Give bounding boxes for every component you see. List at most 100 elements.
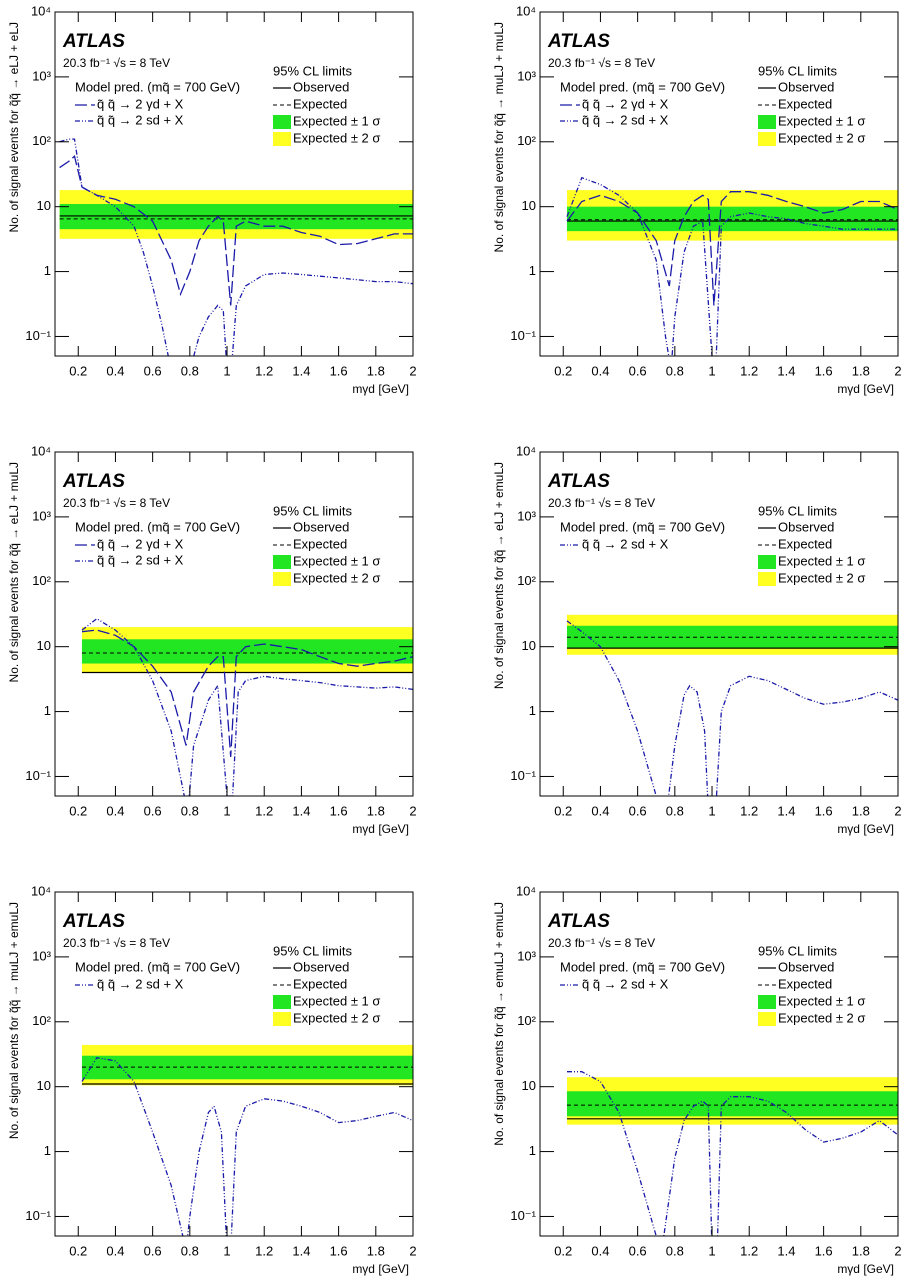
legend-label: Expected ± 1 σ: [778, 113, 865, 128]
legend-swatch: [273, 995, 291, 1009]
x-tick-label: 0.4: [591, 803, 609, 818]
y-tick-label: 10: [37, 1078, 51, 1093]
legend-swatch: [273, 1012, 291, 1026]
atlas-label: ATLAS: [62, 911, 125, 932]
y-tick-label: 10⁻¹: [510, 1208, 536, 1223]
x-tick-label: 1: [708, 803, 715, 818]
y-tick-label: 1: [44, 1143, 51, 1158]
series-line: [566, 191, 898, 306]
limit-band: [81, 639, 413, 664]
x-tick-label: 0.4: [591, 1243, 609, 1258]
legend-title: 95% CL limits: [273, 503, 352, 518]
legend-label: Expected: [778, 96, 832, 111]
lumi-label: 20.3 fb⁻¹ √s = 8 TeV: [548, 496, 655, 510]
y-tick-label: 10²: [32, 573, 51, 588]
plot-frame: [539, 891, 899, 1237]
legend-label: Expected: [293, 536, 347, 551]
legend-label: Expected: [778, 976, 832, 991]
legend-label: Expected ± 1 σ: [293, 993, 380, 1008]
limit-band: [59, 203, 413, 230]
atlas-label: ATLAS: [547, 911, 610, 932]
legend-label: Expected ± 2 σ: [778, 130, 865, 145]
legend-label: Observed: [293, 79, 349, 94]
y-tick-label: 1: [529, 1143, 536, 1158]
x-tick-label: 1.4: [292, 1243, 310, 1258]
y-axis-label: No. of signal events for q̃q̃ → eLJ + em…: [492, 462, 506, 689]
x-tick-label: 0.6: [144, 1243, 162, 1258]
legend-swatch: [273, 132, 291, 146]
x-tick-label: 0.8: [181, 1243, 199, 1258]
x-tick-label: 1.8: [367, 1243, 385, 1258]
y-tick-label: 10⁻¹: [510, 328, 536, 343]
x-axis-label: mγd [GeV]: [352, 1262, 409, 1276]
x-tick-label: 0.4: [106, 363, 124, 378]
x-tick-label: 1.4: [292, 363, 310, 378]
y-tick-label: 10³: [517, 508, 536, 523]
y-tick-label: 10: [522, 198, 536, 213]
legend-title: 95% CL limits: [273, 943, 352, 958]
x-tick-label: 1.2: [740, 803, 758, 818]
series-line: [567, 1071, 898, 1236]
x-tick-label: 0.2: [554, 363, 572, 378]
panel: 10⁻¹ 1 10 10² 10³ 10⁴ 0.2 0.4 0.6 0.8 1 1.2 1.4 1.6 1.…: [7, 3, 416, 396]
y-tick-label: 10⁴: [31, 443, 51, 458]
x-tick-label: 1.2: [740, 363, 758, 378]
x-axis-label: mγd [GeV]: [352, 822, 409, 836]
legend-label: q̃ q̃ → 2 γd + X: [97, 96, 184, 111]
legend-swatch: [273, 555, 291, 569]
legend-label: Expected ± 1 σ: [778, 993, 865, 1008]
x-tick-label: 2: [409, 1243, 416, 1258]
limit-band: [566, 1091, 898, 1117]
legend-label: Observed: [778, 959, 834, 974]
y-tick-label: 10³: [517, 948, 536, 963]
y-tick-label: 10⁻¹: [25, 1208, 51, 1223]
x-tick-label: 0.6: [629, 1243, 647, 1258]
legend-title: 95% CL limits: [758, 943, 837, 958]
x-tick-label: 1: [223, 1243, 230, 1258]
x-tick-label: 0.4: [591, 363, 609, 378]
y-tick-label: 10: [37, 198, 51, 213]
legend-label: q̃ q̃ → 2 sd + X: [582, 112, 669, 127]
y-tick-label: 10: [37, 638, 51, 653]
legend-label: Observed: [293, 519, 349, 534]
x-tick-label: 1.8: [367, 363, 385, 378]
model-label: Model pred. (mq̃ = 700 GeV): [75, 959, 240, 974]
atlas-label: ATLAS: [62, 31, 125, 52]
x-tick-label: 1.6: [815, 1243, 833, 1258]
y-tick-label: 10: [522, 1078, 536, 1093]
series-line: [59, 154, 413, 306]
y-tick-label: 10⁻¹: [25, 328, 51, 343]
y-tick-label: 10⁴: [31, 3, 51, 18]
x-tick-label: 0.8: [666, 803, 684, 818]
x-tick-label: 0.4: [106, 1243, 124, 1258]
y-tick-label: 10³: [32, 68, 51, 83]
y-axis-label: No. of signal events for q̃q̃ → muLJ + e…: [7, 902, 21, 1139]
legend-label: Observed: [778, 519, 834, 534]
panel: 10⁻¹ 1 10 10² 10³ 10⁴ 0.2 0.4 0.6 0.8 1 1.2 1.4 1.6 1.…: [492, 443, 901, 836]
legend-label: Expected ± 1 σ: [778, 553, 865, 568]
x-tick-label: 1.6: [330, 1243, 348, 1258]
x-tick-label: 1.4: [777, 803, 795, 818]
y-axis-label: No. of signal events for q̃q̃ → emuLJ + …: [492, 902, 506, 1146]
x-tick-label: 0.6: [144, 803, 162, 818]
x-tick-label: 0.2: [69, 803, 87, 818]
x-axis-label: mγd [GeV]: [352, 382, 409, 396]
atlas-label: ATLAS: [547, 471, 610, 492]
model-label: Model pred. (mq̃ = 700 GeV): [75, 519, 240, 534]
x-tick-label: 1.6: [815, 803, 833, 818]
x-tick-label: 0.2: [554, 803, 572, 818]
legend-label: Expected: [778, 536, 832, 551]
legend-swatch: [758, 1012, 776, 1026]
x-tick-label: 0.8: [666, 1243, 684, 1258]
panel: 10⁻¹ 1 10 10² 10³ 10⁴ 0.2 0.4 0.6 0.8 1 1.2 1.4 1.6 1.…: [7, 883, 416, 1276]
x-tick-label: 1.8: [852, 363, 870, 378]
panel: 10⁻¹ 1 10 10² 10³ 10⁴ 0.2 0.4 0.6 0.8 1 1.2 1.4 1.6 1.…: [7, 443, 416, 836]
legend-label: Expected ± 2 σ: [293, 1010, 380, 1025]
y-tick-label: 10: [522, 638, 536, 653]
legend-label: q̃ q̃ → 2 sd + X: [97, 112, 184, 127]
plot-frame: [539, 451, 899, 797]
y-tick-label: 1: [44, 263, 51, 278]
panel: 10⁻¹ 1 10 10² 10³ 10⁴ 0.2 0.4 0.6 0.8 1 1.2 1.4 1.6 1.…: [492, 883, 901, 1276]
legend-title: 95% CL limits: [758, 63, 837, 78]
